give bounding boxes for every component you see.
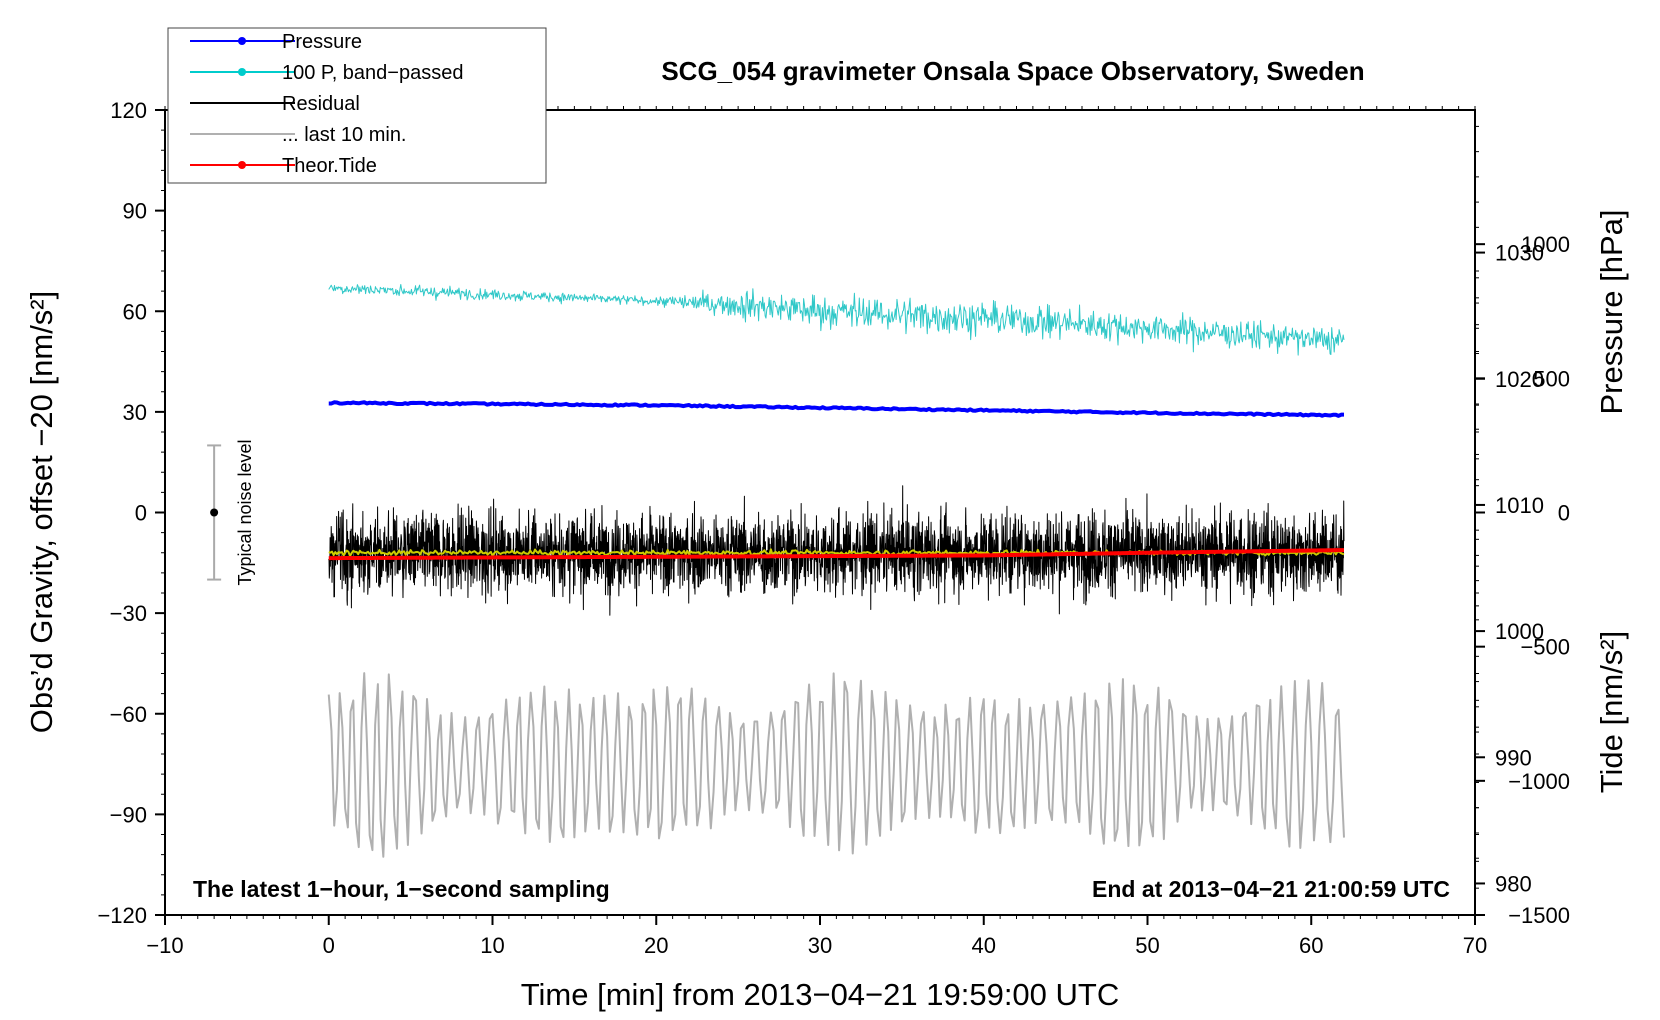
- plot-frame: [164, 109, 1476, 916]
- series-pressure: [328, 400, 1345, 418]
- legend-label: ... last 10 min.: [282, 124, 407, 146]
- y-tide-tick-label: 500: [1533, 366, 1570, 391]
- legend-marker: [238, 161, 246, 169]
- note-right: End at 2013−04−21 21:00:59 UTC: [1092, 876, 1450, 902]
- note-left: The latest 1−hour, 1−second sampling: [193, 876, 610, 902]
- series-theor-tide: [328, 548, 1345, 561]
- x-tick-label: 10: [480, 933, 504, 958]
- y-pressure-tick-label: 980: [1495, 871, 1532, 896]
- y-left-tick-label: −90: [110, 802, 147, 827]
- legend-label: Theor.Tide: [282, 155, 377, 177]
- series-band-passed: [328, 283, 1345, 356]
- x-tick-label: −10: [146, 933, 183, 958]
- noise-center-dot: [210, 508, 219, 517]
- y-pressure-tick-label: 1010: [1495, 493, 1544, 518]
- x-tick-label: 30: [808, 933, 832, 958]
- legend-label: Pressure: [282, 31, 362, 53]
- legend-marker: [238, 68, 246, 76]
- y-tide-tick-label: −500: [1520, 635, 1570, 660]
- series-residual: [328, 485, 1345, 616]
- axis-ticks: −10 0 10 20 30 40 50 60 701209060300−30−60−90−12…: [97, 98, 1570, 958]
- y-left-tick-label: 120: [110, 98, 147, 123]
- legend-items: Pressure 100 P, band−passed Residual ... la…: [190, 31, 463, 177]
- x-tick-label: 0: [323, 933, 335, 958]
- y-left-tick-label: 30: [123, 400, 147, 425]
- chart-title: SCG_054 gravimeter Onsala Space Observat…: [661, 56, 1364, 86]
- y-tide-tick-label: 0: [1558, 501, 1570, 526]
- legend-label: 100 P, band−passed: [282, 62, 463, 84]
- y-tide-tick-label: −1000: [1508, 769, 1570, 794]
- series-layer: [327, 283, 1345, 858]
- y-left-tick-label: 0: [135, 501, 147, 526]
- y-left-tick-label: −60: [110, 702, 147, 727]
- legend-label: Residual: [282, 93, 360, 115]
- series-last-10-min: [327, 672, 1345, 858]
- x-tick-label: 50: [1135, 933, 1159, 958]
- pressure-axis-title: Pressure [hPa]: [1594, 209, 1629, 414]
- minor-ticks: [161, 106, 1479, 919]
- y-pressure-tick-label: 1020: [1495, 367, 1544, 392]
- legend: Pressure 100 P, band−passed Residual ... la…: [167, 27, 547, 184]
- left-axis-title: Obs’d Gravity, offset −20 [nm/s²]: [24, 291, 59, 734]
- y-pressure-tick-label: 990: [1495, 745, 1532, 770]
- y-pressure-tick-label: 1030: [1495, 241, 1544, 266]
- y-left-tick-label: −120: [97, 903, 147, 928]
- x-tick-label: 20: [644, 933, 668, 958]
- noise-indicator: Typical noise level: [207, 439, 255, 586]
- legend-box: [167, 27, 547, 184]
- y-pressure-tick-label: 1000: [1495, 619, 1544, 644]
- x-tick-label: 60: [1299, 933, 1323, 958]
- noise-label: Typical noise level: [235, 439, 255, 585]
- y-left-tick-label: 60: [123, 299, 147, 324]
- y-left-tick-label: 90: [123, 199, 147, 224]
- x-tick-label: 70: [1463, 933, 1487, 958]
- y-tide-tick-label: −1500: [1508, 903, 1570, 928]
- y-tide-tick-label: 1000: [1521, 232, 1570, 257]
- x-axis-title: Time [min] from 2013−04−21 19:59:00 UTC: [521, 977, 1120, 1012]
- x-tick-label: 40: [972, 933, 996, 958]
- y-left-tick-label: −30: [110, 601, 147, 626]
- legend-marker: [238, 37, 246, 45]
- tide-axis-title: Tide [nm/s²]: [1594, 631, 1629, 794]
